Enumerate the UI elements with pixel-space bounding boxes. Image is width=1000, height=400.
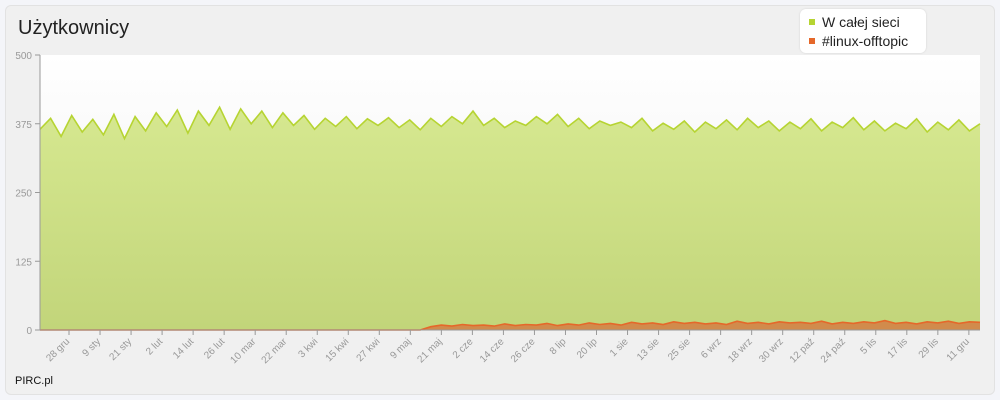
x-tick-label: 9 sty xyxy=(80,336,103,359)
x-tick-label: 27 kwi xyxy=(355,336,383,364)
y-tick-label: 375 xyxy=(15,120,32,131)
legend-swatch xyxy=(809,38,815,45)
x-tick-label: 13 sie xyxy=(635,336,662,363)
x-tick-label: 26 cze xyxy=(509,336,538,365)
legend-swatch xyxy=(809,19,815,26)
x-tick-label: 5 lis xyxy=(859,336,879,356)
series-area-0 xyxy=(40,107,980,330)
x-tick-label: 1 sie xyxy=(608,336,631,359)
x-tick-label: 28 gru xyxy=(44,336,72,364)
x-tick-label: 12 paź xyxy=(788,336,817,365)
x-tick-label: 17 lis xyxy=(886,336,910,360)
y-tick-label: 250 xyxy=(15,189,32,200)
x-tick-label: 8 lip xyxy=(548,336,569,357)
x-tick-label: 9 maj xyxy=(388,336,413,361)
legend-label: #linux-offtopic xyxy=(822,33,909,49)
x-tick-label: 2 cze xyxy=(451,336,476,361)
y-tick-label: 500 xyxy=(15,51,32,62)
x-tick-label: 2 lut xyxy=(144,336,165,357)
x-tick-label: 25 sie xyxy=(666,336,693,363)
x-tick-label: 21 sty xyxy=(108,336,135,363)
x-tick-label: 14 cze xyxy=(478,336,507,365)
x-tick-label: 30 wrz xyxy=(757,336,786,365)
x-tick-label: 14 lut xyxy=(171,336,196,361)
x-tick-label: 26 lut xyxy=(202,336,227,361)
legend-item-network[interactable]: W całej sieci xyxy=(809,14,900,30)
x-tick-label: 6 wrz xyxy=(699,336,724,361)
y-tick-label: 125 xyxy=(15,257,32,268)
legend: W całej sieci #linux-offtopic xyxy=(800,9,926,53)
x-tick-label: 21 maj xyxy=(415,336,444,365)
x-tick-label: 3 kwi xyxy=(296,336,320,360)
x-tick-label: 15 kwi xyxy=(324,336,352,364)
y-tick-label: 0 xyxy=(26,326,32,337)
series-line-0 xyxy=(39,105,981,141)
credit-link[interactable]: PIRC.pl xyxy=(15,375,53,387)
x-tick-label: 10 mar xyxy=(229,336,259,366)
legend-label: W całej sieci xyxy=(822,14,900,30)
legend-item-channel[interactable]: #linux-offtopic xyxy=(809,33,908,49)
x-tick-label: 18 wrz xyxy=(726,336,755,365)
x-tick-label: 22 mar xyxy=(260,336,290,366)
x-tick-label: 24 paź xyxy=(819,336,848,365)
x-tick-label: 29 lis xyxy=(917,336,941,360)
x-tick-label: 20 lip xyxy=(575,336,600,361)
x-tick-label: 11 gru xyxy=(945,336,972,363)
chart-title: Użytkownicy xyxy=(18,17,130,39)
